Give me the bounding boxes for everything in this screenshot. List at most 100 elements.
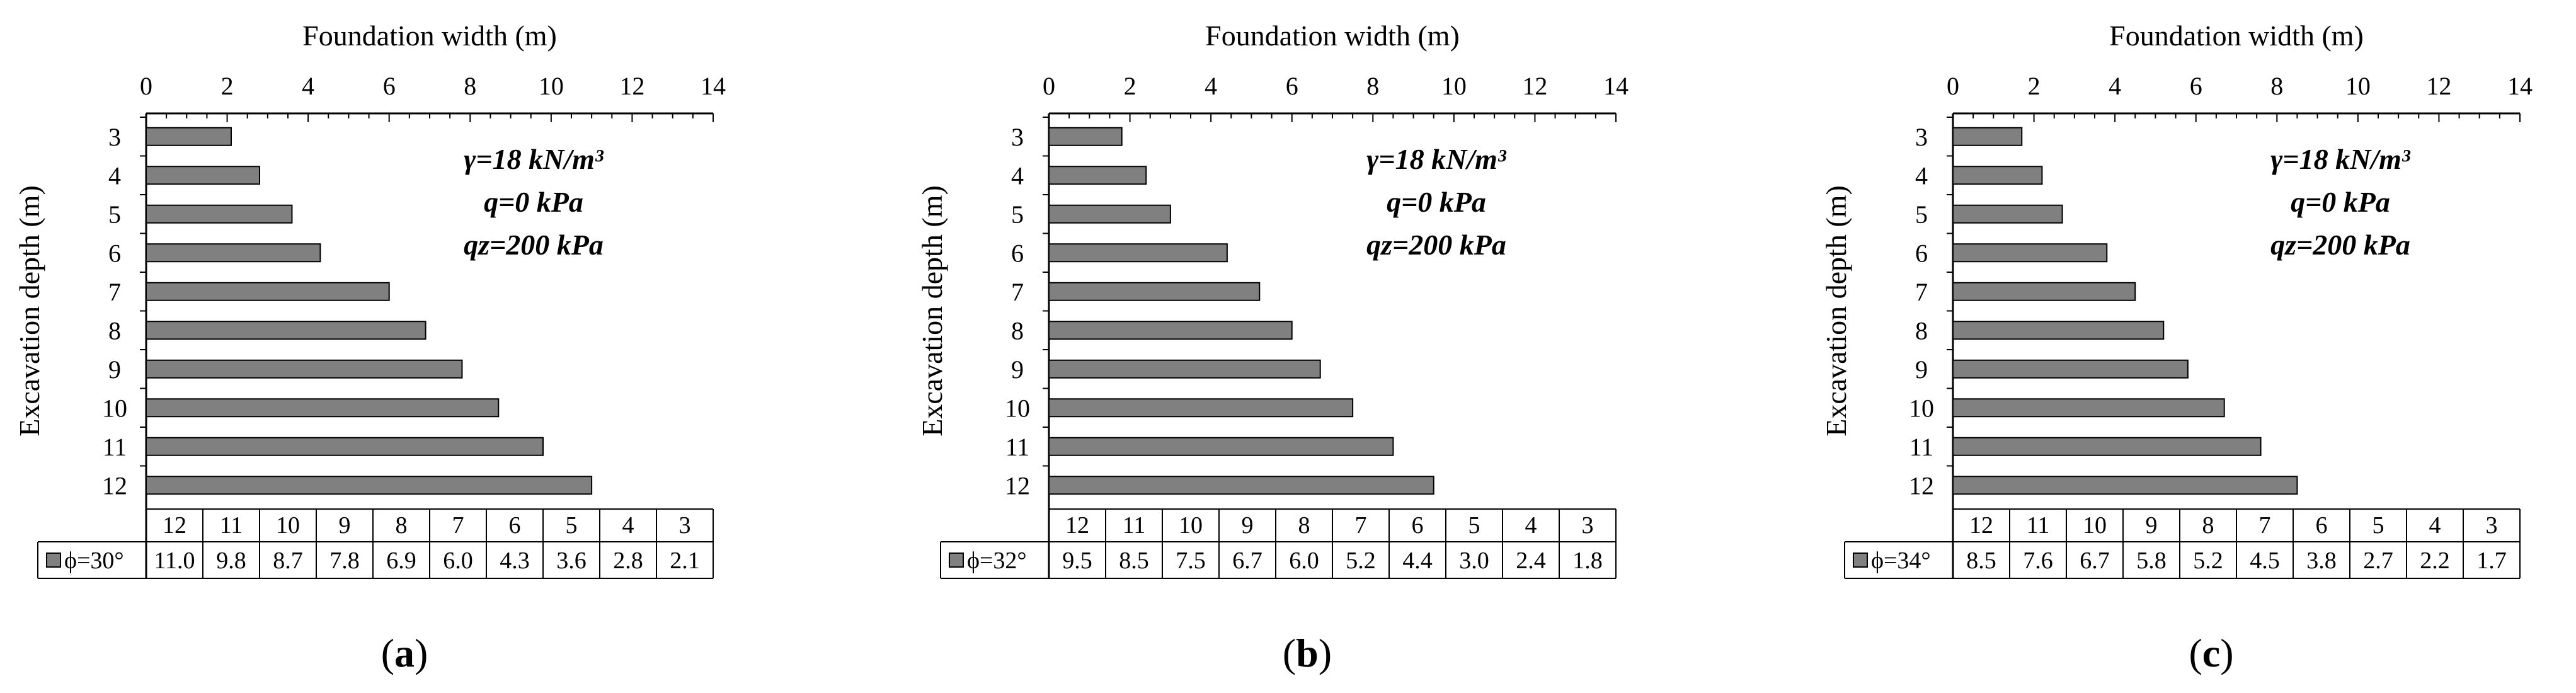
y-tick-label: 5 — [1915, 200, 1928, 229]
data-table: 12 11 10 9 8 7 6 5 4 3 9.5 8.5 7.5 6.7 6.0 5.2 4.4 3.0 2.4… — [940, 508, 1617, 579]
table-header-cell: 4 — [2429, 512, 2441, 539]
caption-close: ) — [2220, 631, 2233, 675]
chart-panel-2: Foundation width (m) 0 2 4 6 8 10 12 14 Excavatio… — [916, 20, 1629, 675]
bar — [146, 359, 463, 379]
y-tick-label: 3 — [108, 123, 121, 151]
y-tick-label: 11 — [1005, 433, 1030, 461]
table-header-cell: 7 — [1355, 512, 1367, 539]
annotation-text: q=0 kPa — [1387, 186, 1486, 218]
table-header-cell: 9 — [339, 512, 351, 539]
table-header-cell: 5 — [1468, 512, 1480, 539]
y-tick-label: 10 — [102, 394, 127, 422]
x-tick-label: 2 — [1124, 72, 1136, 100]
table-header-cell: 8 — [2202, 512, 2214, 539]
legend-label: ϕ=32° — [967, 547, 1027, 574]
table-value-cell: 9.8 — [216, 547, 246, 574]
caption-open: ( — [2189, 631, 2202, 675]
table-value-cell: 6.0 — [443, 547, 473, 574]
y-tick-label: 12 — [1909, 471, 1934, 500]
bar — [146, 166, 260, 185]
y-tick-label: 9 — [1011, 355, 1024, 384]
table-header-cell: 6 — [1412, 512, 1424, 539]
table-value-cell: 2.8 — [613, 547, 643, 574]
table-value-cell: 4.3 — [500, 547, 530, 574]
x-axis-title: Foundation width (m) — [2109, 20, 2364, 52]
table-header-cell: 10 — [276, 512, 300, 539]
y-tick-label: 10 — [1005, 394, 1030, 422]
table-header-cell: 11 — [2027, 512, 2050, 539]
bar — [1952, 321, 2165, 340]
table-value-cell: 7.8 — [329, 547, 360, 574]
bar — [1952, 204, 2063, 224]
x-tick-label: 2 — [221, 72, 234, 100]
bar — [146, 321, 426, 340]
y-tick-label: 12 — [102, 471, 127, 500]
table-header-cell: 3 — [679, 512, 691, 539]
x-tick-label: 10 — [1441, 72, 1467, 100]
y-tick-label: 9 — [108, 355, 121, 384]
table-value-cell: 1.7 — [2476, 547, 2507, 574]
table-header-cell: 5 — [2373, 512, 2384, 539]
y-tick-label: 6 — [1011, 239, 1024, 267]
bar — [1048, 127, 1123, 146]
bar — [1048, 398, 1354, 418]
y-tick-label: 7 — [1011, 278, 1024, 306]
bar — [1048, 282, 1261, 301]
table-value-cell: 5.2 — [2193, 547, 2223, 574]
table-value-cell: 3.6 — [556, 547, 587, 574]
table-header-cell: 12 — [1065, 512, 1089, 539]
table-value-cell: 8.7 — [273, 547, 303, 574]
table-header-cell: 7 — [2259, 512, 2271, 539]
panel-caption: (c) — [2189, 631, 2233, 675]
bar — [146, 437, 544, 456]
x-tick-label: 12 — [1522, 72, 1547, 100]
y-tick-label: 6 — [108, 239, 121, 267]
x-tick-label: 10 — [2345, 72, 2371, 100]
bar — [146, 243, 321, 263]
x-tick-label: 6 — [2190, 72, 2202, 100]
caption-open: ( — [1283, 631, 1296, 675]
table-header-cell: 6 — [509, 512, 521, 539]
bar — [1048, 243, 1228, 263]
legend-swatch — [949, 553, 964, 568]
bar — [146, 127, 232, 146]
table-value-cell: 2.4 — [1516, 547, 1546, 574]
x-tick-label: 10 — [539, 72, 564, 100]
caption-close: ) — [415, 631, 428, 675]
table-header-cell: 9 — [2146, 512, 2158, 539]
x-tick-label: 0 — [1947, 72, 1959, 100]
x-tick-label: 14 — [2507, 72, 2533, 100]
table-value-cell: 8.5 — [1966, 547, 1996, 574]
table-value-cell: 4.4 — [1402, 547, 1433, 574]
legend-swatch — [1853, 553, 1868, 568]
legend-swatch — [46, 553, 61, 568]
table-header-cell: 11 — [220, 512, 243, 539]
y-tick-label: 10 — [1909, 394, 1934, 422]
legend-label: ϕ=30° — [64, 547, 124, 574]
y-tick-label: 4 — [1915, 161, 1928, 190]
x-tick-label: 4 — [1205, 72, 1217, 100]
y-tick-label: 7 — [108, 278, 121, 306]
bar — [146, 204, 293, 224]
table-value-cell: 2.2 — [2420, 547, 2450, 574]
y-axis-title: Excavation depth (m) — [1820, 185, 1852, 437]
y-tick-label: 5 — [108, 200, 121, 229]
table-value-cell: 6.0 — [1289, 547, 1319, 574]
table-value-cell: 3.8 — [2306, 547, 2337, 574]
table-header-cell: 12 — [163, 512, 186, 539]
table-value-cell: 5.8 — [2136, 547, 2167, 574]
table-header-cell: 4 — [1525, 512, 1537, 539]
x-tick-label: 12 — [619, 72, 644, 100]
caption-letter: a — [394, 631, 415, 675]
x-tick-label: 8 — [464, 72, 476, 100]
table-value-cell: 9.5 — [1062, 547, 1092, 574]
x-tick-label: 14 — [1603, 72, 1629, 100]
y-tick-label: 3 — [1011, 123, 1024, 151]
y-tick-label: 4 — [108, 161, 121, 190]
annotation-text: qz=200 kPa — [464, 229, 604, 261]
y-tick-label: 3 — [1915, 123, 1928, 151]
table-header-cell: 10 — [1179, 512, 1203, 539]
bar — [1952, 282, 2136, 301]
x-tick-label: 12 — [2426, 72, 2451, 100]
